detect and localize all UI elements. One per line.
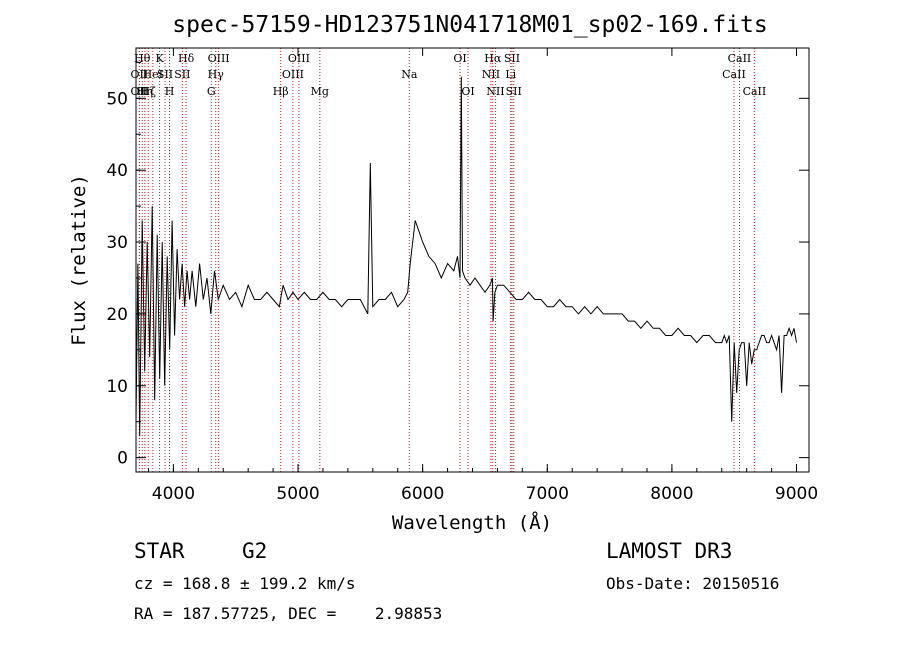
line-label-3: Hη (137, 85, 153, 98)
line-label-20: OI (461, 85, 474, 98)
line-label-4: Hζ (140, 85, 156, 98)
coordinates: RA = 187.57725, DEC = 2.98853 (134, 604, 443, 623)
line-label-21: NII (482, 68, 500, 81)
line-label-10: SII (174, 68, 190, 81)
line-label-2: Hθ (134, 52, 151, 65)
x-tick-label-0: 4000 (152, 484, 195, 504)
survey-name: LAMOST DR3 (606, 539, 733, 563)
object-class: STAR (134, 539, 185, 563)
y-axis-label: Flux (relative) (68, 174, 90, 346)
y-tick-label-1: 10 (106, 377, 128, 397)
line-label-7: SII (157, 68, 173, 81)
spectral-line-markers (138, 48, 755, 472)
y-tick-label-2: 20 (106, 305, 128, 325)
y-tick-label-3: 30 (106, 233, 128, 253)
line-label-0: OII (131, 85, 149, 98)
line-label-29: CaII (743, 85, 767, 98)
line-label-15: OIII (282, 68, 304, 81)
x-tick-label-1: 5000 (276, 484, 319, 504)
line-label-24: Li (505, 68, 516, 81)
line-label-19: OI (453, 52, 466, 65)
y-tick-label-4: 40 (106, 161, 128, 181)
x-tick-label-5: 9000 (775, 484, 818, 504)
line-label-9: Hδ (178, 52, 195, 65)
line-label-12: Hγ (208, 68, 225, 81)
line-label-11: G (207, 85, 216, 98)
line-label-28: CaII (728, 52, 752, 65)
chart-title: spec-57159-HD123751N041718M01_sp02-169.f… (172, 12, 767, 38)
y-tick-label-5: 50 (106, 89, 128, 109)
x-tick-label-2: 6000 (401, 484, 444, 504)
observation-date: Obs-Date: 20150516 (606, 574, 780, 593)
line-label-22: Hα (484, 52, 502, 65)
x-tick-label-4: 8000 (650, 484, 693, 504)
line-label-8: H (165, 85, 175, 98)
x-axis-ticks: 4000 5000 6000 7000 8000 9000 (147, 48, 818, 504)
line-label-26: SII (506, 85, 522, 98)
line-label-5: HeI (143, 68, 163, 81)
plot-frame (135, 47, 810, 473)
line-label-18: Na (401, 68, 418, 81)
object-subclass: G2 (242, 539, 268, 563)
line-label-1: OII (131, 68, 149, 81)
line-label-16: OIII (288, 52, 310, 65)
y-axis-ticks: 0 10 20 30 40 50 (106, 61, 809, 469)
line-label-13: OIII (208, 52, 230, 65)
line-label-14: Hβ (273, 85, 289, 98)
redshift-velocity: cz = 168.8 ± 199.2 km/s (134, 574, 356, 593)
x-tick-label-3: 7000 (526, 484, 569, 504)
line-label-17: Mg (311, 85, 329, 98)
spectrum-series-line (135, 76, 797, 437)
y-tick-label-0: 0 (117, 449, 128, 469)
line-label-6: K (155, 52, 164, 65)
line-label-23: NII (486, 85, 504, 98)
line-label-25: SII (504, 52, 520, 65)
x-axis-label: Wavelength (Å) (392, 511, 552, 534)
line-label-27: CaII (722, 68, 746, 81)
